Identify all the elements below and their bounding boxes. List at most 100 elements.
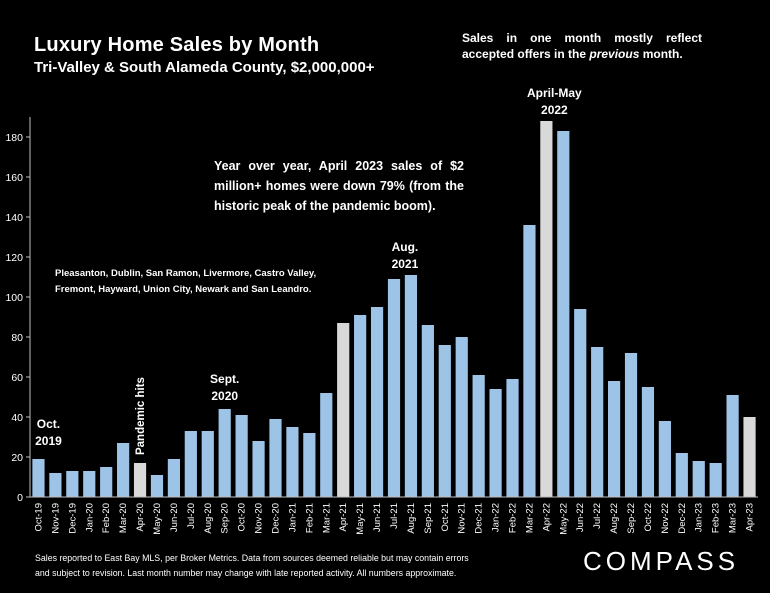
x-tick-label: Feb-20 <box>101 503 112 533</box>
x-tick-label: Aug-20 <box>203 503 214 534</box>
x-tick-label: Nov-20 <box>254 503 265 534</box>
bar-dec-21 <box>472 375 485 497</box>
bar-mar-22 <box>523 225 536 497</box>
x-tick-label: Apr-20 <box>135 503 146 532</box>
bar-nov-20 <box>252 441 265 497</box>
x-tick-label: May-21 <box>355 503 366 535</box>
bar-feb-21 <box>303 433 316 497</box>
y-tick-label: 180 <box>5 132 23 144</box>
lag-note-part1: Sales in one month mostly reflect accept… <box>462 31 702 61</box>
x-tick-label: Jul-22 <box>592 503 603 529</box>
bar-apr-22 <box>540 121 553 497</box>
x-tick-label: Aug-21 <box>406 503 417 534</box>
x-tick-label: May-22 <box>558 503 569 535</box>
x-tick-label: Oct-21 <box>440 503 451 532</box>
chart-title: Luxury Home Sales by Month <box>34 34 320 56</box>
bar-nov-21 <box>455 337 468 497</box>
bar-jun-21 <box>370 307 384 497</box>
x-tick-label: Nov-22 <box>660 503 671 534</box>
bar-sep-21 <box>421 325 434 497</box>
annotation-sept-2020: Sept. 2020 <box>210 372 239 403</box>
bar-jul-21 <box>387 279 401 497</box>
chart-subtitle: Tri-Valley & South Alameda County, $2,00… <box>34 59 375 76</box>
x-tick-label: Jan-21 <box>287 503 298 532</box>
x-tick-label: Dec-20 <box>270 503 281 534</box>
bar-sep-20 <box>218 409 231 497</box>
x-tick-label: Dec-19 <box>67 503 78 534</box>
x-tick-label: Dec-22 <box>677 503 688 534</box>
x-tick-label: Sep-20 <box>220 503 231 534</box>
bar-nov-19 <box>49 473 62 497</box>
x-tick-label: Nov-19 <box>50 503 61 534</box>
bar-jan-20 <box>83 471 96 497</box>
x-tick-label: Jan-22 <box>491 503 502 532</box>
x-tick-label: Jan-23 <box>694 503 705 532</box>
annotation-oct-2019: Oct. 2019 <box>35 417 62 448</box>
bar-sep-22 <box>624 353 638 497</box>
bar-apr-23 <box>743 417 756 497</box>
y-tick-label: 0 <box>17 492 23 504</box>
bar-mar-21 <box>320 393 333 497</box>
lag-note: Sales in one month mostly reflect accept… <box>462 30 702 62</box>
x-tick-label: Jan-20 <box>84 503 95 532</box>
bar-apr-21 <box>337 323 350 497</box>
y-tick-label: 80 <box>11 332 23 344</box>
bar-may-20 <box>150 475 164 497</box>
x-tick-label: Apr-22 <box>541 503 552 532</box>
source-line-1: Sales reported to East Bay MLS, per Brok… <box>35 553 469 563</box>
bar-oct-21 <box>438 345 451 497</box>
y-tick-label: 160 <box>5 172 23 184</box>
bar-jul-22 <box>591 347 604 497</box>
bar-oct-19 <box>32 459 45 497</box>
x-tick-label: Nov-21 <box>457 503 468 534</box>
x-tick-label: Jul-21 <box>389 503 400 529</box>
x-tick-label: Mar-21 <box>321 503 332 533</box>
x-tick-label: Oct-22 <box>643 503 654 532</box>
bar-dec-19 <box>66 471 79 497</box>
x-tick-label: Sep-22 <box>626 503 637 534</box>
cities-annotation: Pleasanton, Dublin, San Ramon, Livermore… <box>55 268 317 295</box>
bar-jul-20 <box>184 431 197 497</box>
annotation-aug-2021: Aug. 2021 <box>392 240 419 271</box>
x-tick-label: Mar-22 <box>524 503 535 533</box>
source-line-2: and subject to revision. Last month numb… <box>35 568 457 578</box>
bar-mar-23 <box>726 395 739 497</box>
bar-dec-20 <box>269 419 282 497</box>
bar-may-21 <box>354 315 367 497</box>
bar-may-22 <box>557 131 570 497</box>
x-tick-label: Feb-23 <box>711 503 722 533</box>
bar-aug-21 <box>404 275 418 497</box>
x-tick-label: Jul-20 <box>186 503 197 529</box>
bar-jun-20 <box>167 459 180 497</box>
x-tick-label: May-20 <box>152 503 163 535</box>
x-tick-label: Apr-23 <box>745 503 756 532</box>
x-tick-label: Jun-22 <box>575 503 586 532</box>
y-tick-label: 20 <box>11 452 23 464</box>
bar-aug-22 <box>608 381 621 497</box>
x-tick-label: Jun-20 <box>169 503 180 532</box>
x-tick-label: Dec-21 <box>474 503 485 534</box>
bar-jan-22 <box>489 389 502 497</box>
y-tick-label: 100 <box>5 292 23 304</box>
x-tick-label: Feb-22 <box>508 503 519 533</box>
x-tick-label: Mar-23 <box>728 503 739 533</box>
x-tick-label: Jun-21 <box>372 503 383 532</box>
x-tick-label: Feb-21 <box>304 503 315 533</box>
source-footnote: Sales reported to East Bay MLS, per Brok… <box>35 551 565 581</box>
y-tick-label: 140 <box>5 212 23 224</box>
x-tick-label: Apr-21 <box>338 503 349 532</box>
x-tick-label: Oct-19 <box>33 503 44 532</box>
x-tick-label: Aug-22 <box>609 503 620 534</box>
x-tick-label: Mar-20 <box>118 503 129 533</box>
y-tick-label: 120 <box>5 252 23 264</box>
brand-logo: COMPASS <box>583 546 740 576</box>
bar-apr-20 <box>133 463 147 497</box>
bar-jun-22 <box>574 309 587 497</box>
bar-oct-22 <box>641 387 655 497</box>
lag-note-part2: month. <box>639 47 683 61</box>
bar-nov-22 <box>658 421 671 497</box>
bar-oct-20 <box>235 415 248 497</box>
yoy-annotation: Year over year, April 2023 sales of $2 m… <box>214 159 464 213</box>
